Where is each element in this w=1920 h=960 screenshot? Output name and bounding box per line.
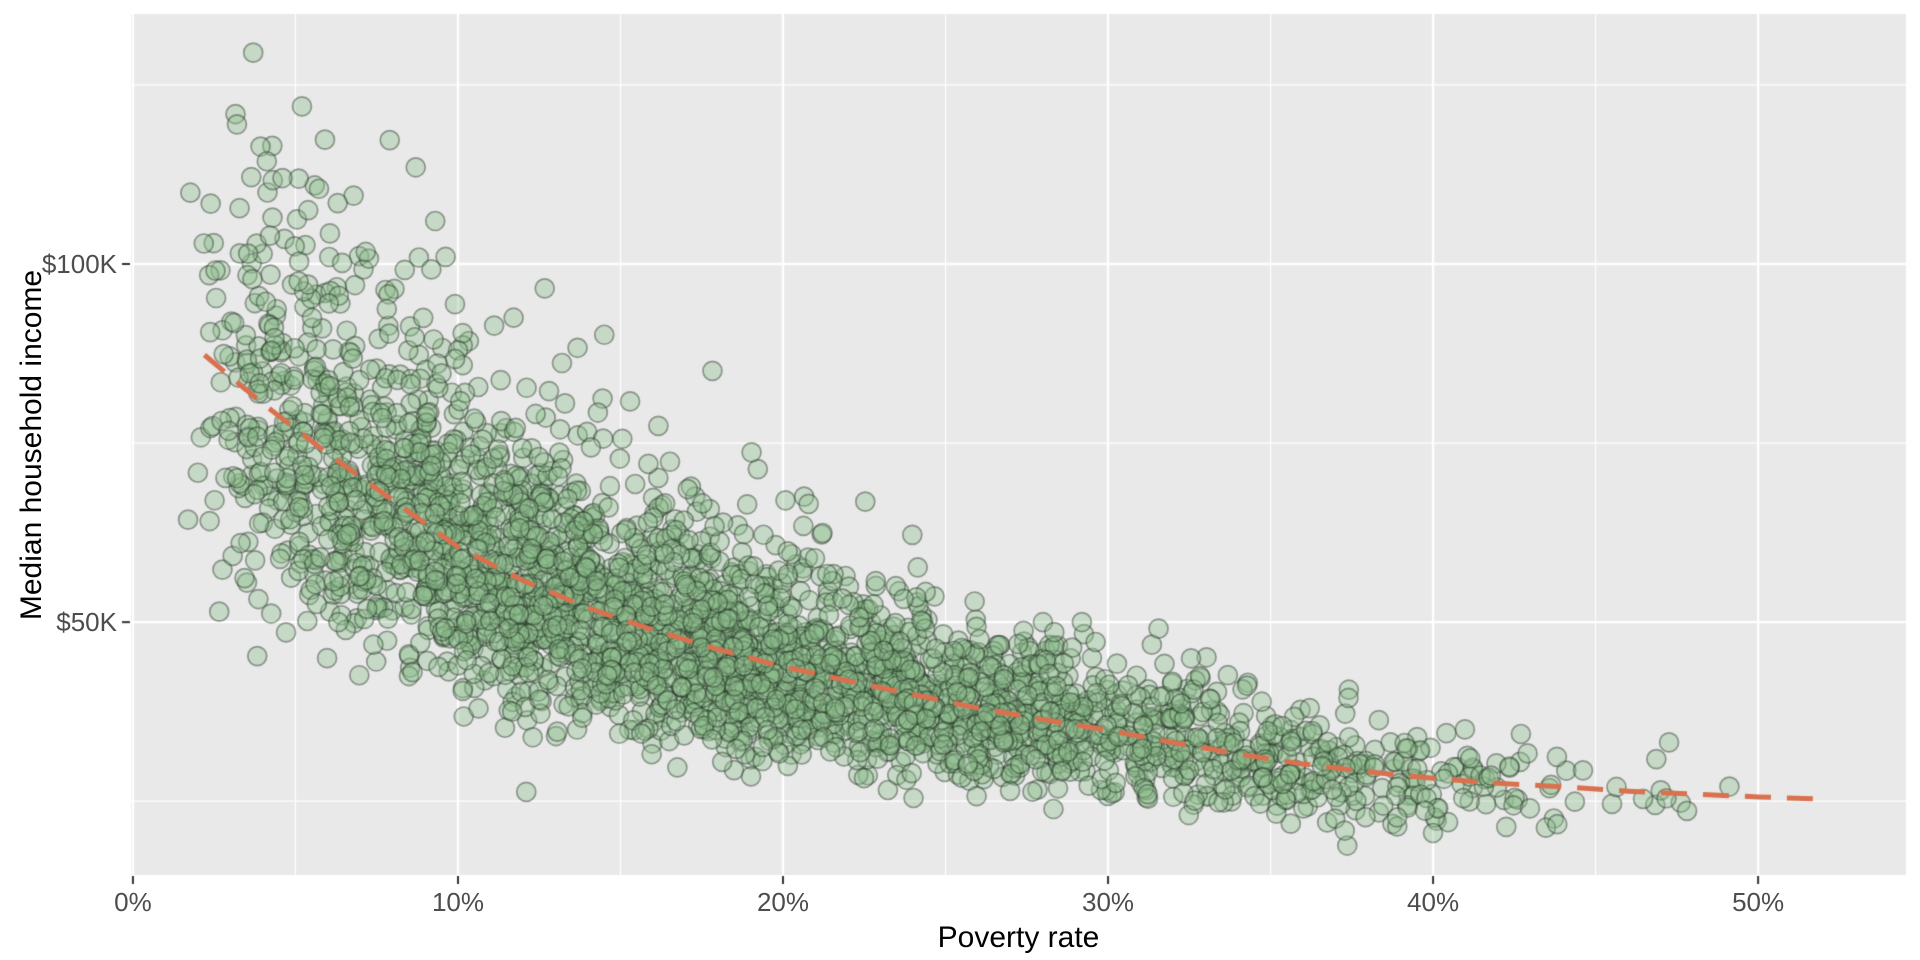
x-tick-label: 30% — [1082, 887, 1135, 917]
x-axis-title: Poverty rate — [937, 921, 1100, 954]
x-tick-label: 20% — [756, 887, 810, 917]
y-tick-label: $50K — [56, 607, 117, 638]
y-tick-label: $100K — [41, 248, 117, 279]
x-tick-label: 50% — [1732, 887, 1785, 917]
x-tick-label: 40% — [1407, 887, 1460, 917]
x-tick-label: 10% — [431, 887, 484, 917]
x-tick-label: 0% — [114, 887, 152, 917]
y-axis-title: Median household income — [15, 269, 48, 620]
